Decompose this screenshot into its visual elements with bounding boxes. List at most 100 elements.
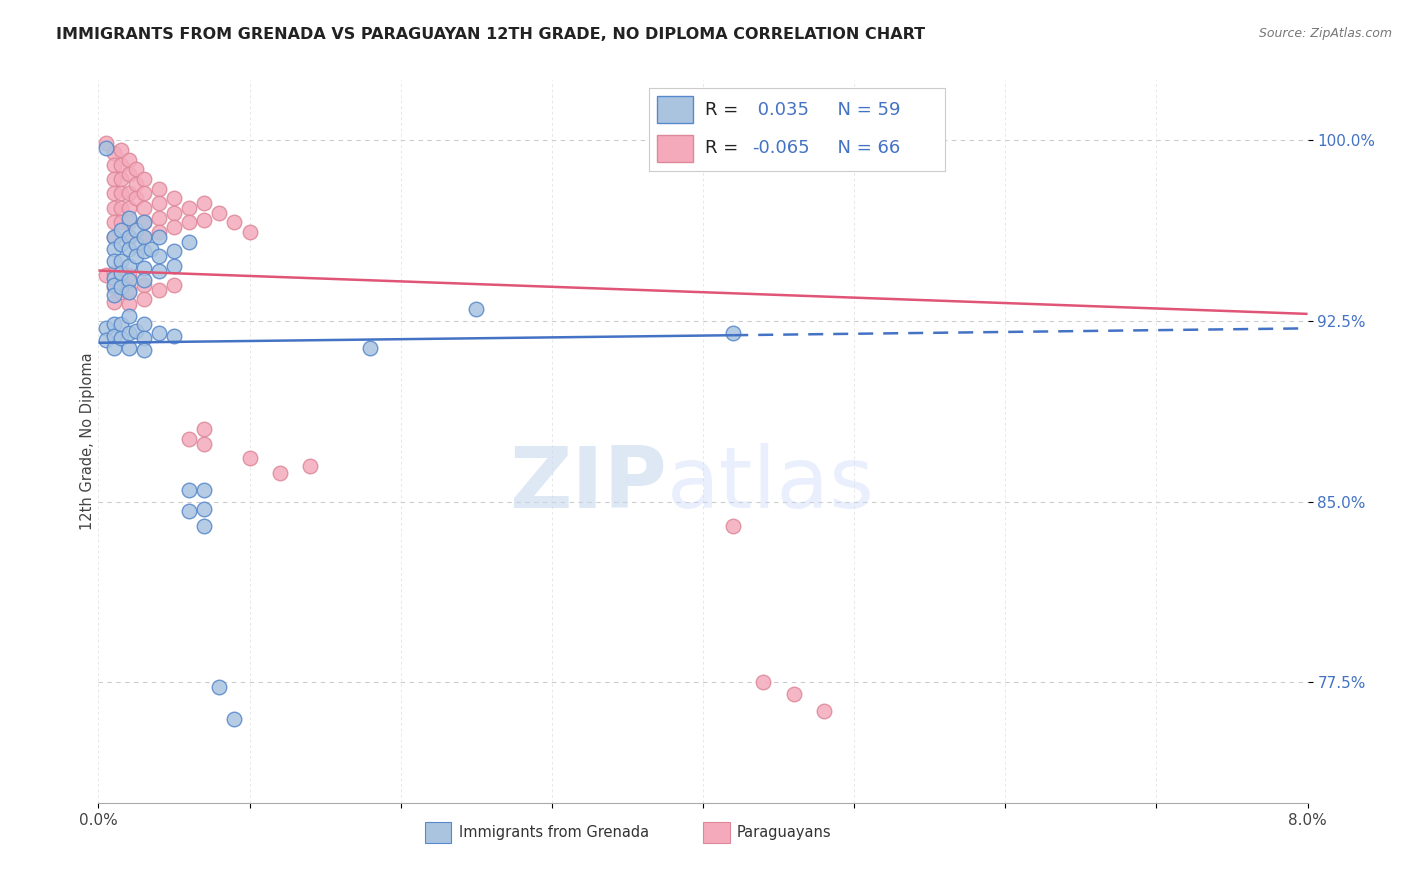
Point (148, 196, 170, 211)
Point (118, 230, 141, 244)
Point (103, 328, 125, 343)
Point (148, 249, 170, 263)
Text: ZIP: ZIP (509, 443, 666, 526)
Point (118, 242, 141, 256)
Point (193, 518, 215, 533)
Point (125, 162, 148, 177)
Point (132, 278, 155, 293)
Point (103, 341, 125, 355)
Point (118, 268, 141, 283)
Point (125, 324, 148, 338)
Point (132, 244, 155, 259)
Point (208, 680, 231, 694)
Bar (425, 822, 451, 843)
Point (148, 263, 170, 277)
Point (132, 186, 155, 201)
Point (723, 326, 745, 340)
Point (103, 145, 125, 160)
Text: atlas: atlas (666, 443, 875, 526)
Point (163, 191, 186, 205)
Point (148, 230, 170, 244)
Point (193, 483, 215, 497)
Point (94, 268, 117, 283)
Point (118, 297, 141, 311)
Point (118, 215, 141, 229)
Point (110, 266, 132, 280)
Point (141, 242, 163, 256)
Point (163, 205, 186, 219)
Point (118, 326, 141, 340)
Point (110, 143, 132, 157)
Point (125, 191, 148, 205)
Point (118, 186, 141, 201)
Y-axis label: 12th Grade, No Diploma: 12th Grade, No Diploma (80, 352, 94, 531)
Point (103, 253, 125, 268)
Point (179, 504, 201, 518)
Point (110, 172, 132, 186)
Point (110, 280, 132, 294)
Point (103, 242, 125, 256)
Point (103, 157, 125, 171)
Point (752, 675, 775, 690)
Point (125, 237, 148, 252)
Point (179, 432, 201, 446)
Point (269, 466, 291, 480)
Point (103, 172, 125, 186)
Text: Paraguayans: Paraguayans (737, 825, 831, 840)
Point (110, 186, 132, 201)
Point (193, 437, 215, 451)
Point (132, 230, 155, 244)
Point (132, 343, 155, 357)
Point (179, 483, 201, 497)
Point (118, 201, 141, 215)
Point (132, 331, 155, 345)
Point (193, 213, 215, 227)
Point (132, 215, 155, 229)
Point (239, 451, 262, 466)
Point (132, 261, 155, 276)
Point (94, 141, 117, 155)
Point (103, 280, 125, 294)
Text: IMMIGRANTS FROM GRENADA VS PARAGUAYAN 12TH GRADE, NO DIPLOMA CORRELATION CHART: IMMIGRANTS FROM GRENADA VS PARAGUAYAN 12… (56, 27, 925, 42)
Point (103, 278, 125, 293)
Point (125, 222, 148, 236)
Point (110, 222, 132, 236)
Point (103, 317, 125, 331)
Point (132, 201, 155, 215)
Point (224, 711, 246, 725)
Point (110, 237, 132, 252)
Point (103, 266, 125, 280)
Point (118, 153, 141, 167)
Point (132, 215, 155, 229)
Point (118, 283, 141, 297)
Point (148, 211, 170, 225)
Point (118, 285, 141, 300)
Point (224, 215, 246, 229)
Text: Immigrants from Grenada: Immigrants from Grenada (458, 825, 650, 840)
Point (103, 186, 125, 201)
Point (110, 157, 132, 171)
Point (110, 331, 132, 345)
Point (110, 215, 132, 229)
Point (110, 317, 132, 331)
Point (103, 201, 125, 215)
Point (783, 687, 806, 701)
Point (179, 235, 201, 249)
Point (179, 215, 201, 229)
Point (163, 220, 186, 235)
Bar (703, 822, 730, 843)
Point (103, 230, 125, 244)
Point (118, 230, 141, 244)
Point (148, 181, 170, 195)
Point (118, 211, 141, 225)
Point (125, 177, 148, 191)
Point (103, 287, 125, 301)
Point (118, 167, 141, 181)
Point (163, 278, 186, 293)
Point (110, 270, 132, 285)
Point (148, 225, 170, 239)
Point (193, 502, 215, 516)
Point (239, 225, 262, 239)
Point (299, 458, 322, 473)
Point (118, 273, 141, 287)
